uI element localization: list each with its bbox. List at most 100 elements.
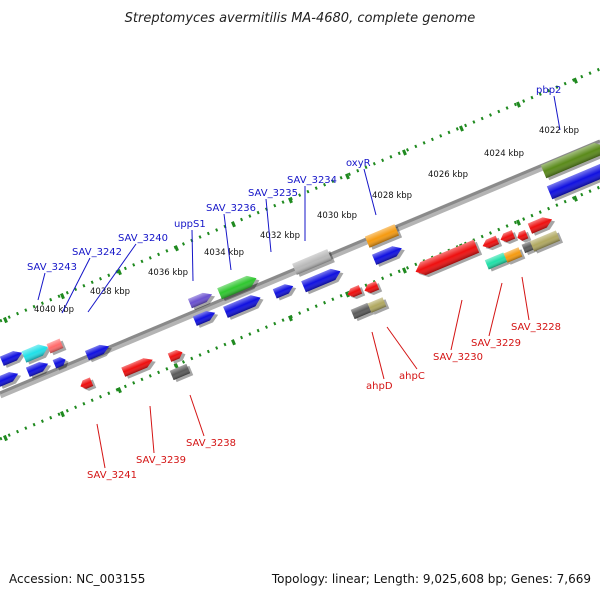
gene-feature (364, 224, 403, 250)
label-leader-reverse (149, 405, 155, 454)
gene-feature (540, 142, 600, 181)
gene-feature (25, 362, 52, 379)
label-leader-reverse (189, 394, 205, 437)
gene-feature (188, 292, 216, 311)
gene-feature (292, 249, 335, 277)
ruler-tracks: 4040 kbp 4038 kbp 4036 kbp 4034 kbp 4032 kbp… (0, 67, 600, 442)
ruler-tick-label: 4040 kbp (34, 305, 74, 315)
gene-label-oxyr: oxyR (346, 158, 371, 169)
gene-feature (482, 235, 503, 251)
label-leader-forward (363, 168, 377, 216)
gene-feature (46, 338, 67, 356)
gene-feature (527, 217, 556, 236)
ruler-tick-label: 4028 kbp (372, 191, 412, 201)
ruler-tick-top (402, 149, 407, 156)
gene-label-ahpd: ahpD (366, 381, 393, 392)
ruler-tick-label: 4030 kbp (317, 211, 357, 221)
ruler-tick-label: 4038 kbp (90, 287, 130, 297)
gene-feature (415, 239, 483, 278)
label-leader-forward (61, 257, 91, 314)
gene-label-sav_3239: SAV_3239 (136, 455, 186, 466)
ruler-tick-bottom (60, 410, 65, 418)
ruler-tick-label: 4026 kbp (428, 170, 468, 180)
label-leader-forward (223, 213, 232, 271)
gene-label-sav_3241: SAV_3241 (87, 470, 137, 481)
label-leader-reverse (521, 276, 530, 321)
gene-feature (347, 285, 366, 299)
map-title: Streptomyces avermitilis MA-4680, comple… (125, 11, 476, 26)
gene-feature (503, 247, 526, 265)
ruler-tick-top (516, 101, 521, 108)
gene-feature (272, 284, 297, 301)
label-leader-forward (553, 95, 561, 131)
gene-feature (169, 363, 194, 383)
gene-feature (80, 377, 97, 391)
ruler-tick-top (573, 77, 578, 84)
gene-label-sav_3235: SAV_3235 (248, 188, 298, 199)
gene-label-sav_3234: SAV_3234 (287, 175, 337, 186)
ruler-tick-label: 4022 kbp (539, 126, 579, 136)
gene-feature (121, 358, 156, 379)
ruler-tick-bottom (231, 339, 236, 346)
gene-label-sav_3228: SAV_3228 (511, 322, 561, 333)
gene-feature (52, 357, 69, 371)
ruler-tick-bottom (345, 291, 350, 298)
ruler-tick-top (3, 316, 8, 324)
ruler-tick-top (345, 173, 350, 180)
ruler-track-bottom (0, 185, 600, 441)
ruler-tick-top (231, 221, 236, 228)
label-leader-reverse (488, 282, 503, 337)
gene-label-sav_3240: SAV_3240 (118, 233, 168, 244)
label-leader-forward (87, 243, 137, 313)
gene-feature (223, 295, 264, 320)
label-leader-reverse (386, 326, 418, 370)
ruler-tick-top (288, 197, 293, 204)
ruler-tick-bottom (573, 195, 578, 202)
gene-feature (21, 344, 51, 365)
gene-feature (372, 246, 405, 267)
accession-text: Accession: NC_003155 (9, 572, 146, 586)
gene-feature (0, 372, 22, 389)
ruler-tick-label: 4034 kbp (204, 248, 244, 258)
gene-label-sav_3230: SAV_3230 (433, 352, 483, 363)
ruler-tick-top (459, 125, 464, 132)
ruler-tick-bottom (117, 387, 122, 394)
label-leader-reverse (371, 331, 385, 380)
gene-feature (364, 281, 383, 295)
genome-stats-text: Topology: linear; Length: 9,025,608 bp; … (271, 572, 591, 586)
gene-feature (350, 302, 375, 322)
gene-features (0, 142, 600, 391)
gene-feature (217, 275, 260, 302)
gene-feature (85, 344, 113, 363)
gene-feature (517, 229, 532, 243)
gene-feature (192, 311, 219, 328)
gene-label-ahpc: ahpC (399, 371, 425, 382)
ruler-tick-label: 4024 kbp (484, 149, 524, 159)
gene-label-sav_3243: SAV_3243 (27, 262, 77, 273)
ruler-tick-bottom (402, 267, 407, 274)
gene-label-pbp2: pbp2 (536, 85, 561, 96)
ruler-tick-top (174, 245, 179, 252)
ruler-tick-bottom (288, 315, 293, 322)
gene-label-sav_3242: SAV_3242 (72, 247, 122, 258)
gene-label-sav_3236: SAV_3236 (206, 203, 256, 214)
ruler-tick-label: 4036 kbp (148, 268, 188, 278)
label-leader-reverse (96, 423, 106, 469)
gene-feature (529, 230, 564, 254)
ruler-tick-top (60, 292, 65, 300)
gene-label-sav_3238: SAV_3238 (186, 438, 236, 449)
label-leader-forward (191, 229, 194, 282)
ruler-tick-bottom (516, 219, 521, 226)
gene-label-sav_3229: SAV_3229 (471, 338, 521, 349)
gene-feature (167, 350, 186, 364)
label-leader-forward (37, 272, 46, 301)
ruler-tick-label: 4032 kbp (260, 231, 300, 241)
gene-feature (500, 230, 519, 244)
label-leader-forward (265, 198, 272, 253)
gene-feature (484, 252, 511, 272)
ruler-tick-top (117, 269, 122, 276)
ruler-tick-bottom (3, 434, 8, 442)
label-leader-reverse (450, 299, 463, 351)
